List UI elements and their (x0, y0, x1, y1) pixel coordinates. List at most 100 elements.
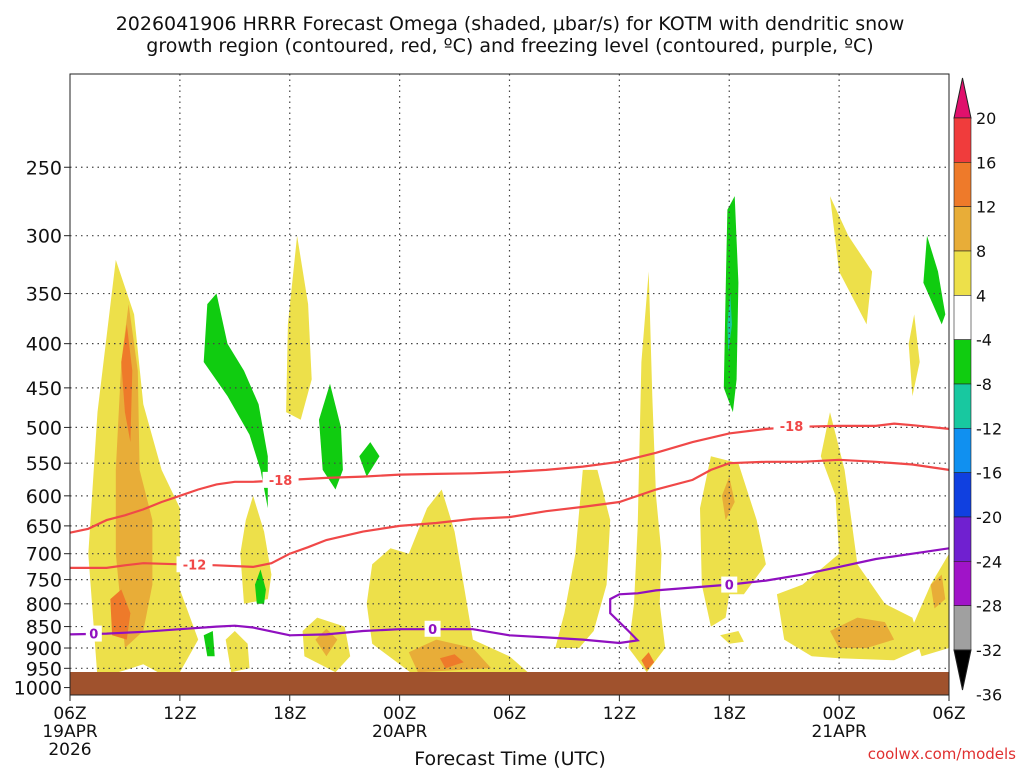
colorbar-label-0: 20 (976, 109, 996, 128)
y-tick-label-850: 850 (26, 617, 62, 639)
colorbar-segment-9 (953, 472, 972, 518)
omega-region-29 (723, 196, 739, 413)
colorbar-label-3: 8 (976, 242, 986, 261)
x-tick-label-0: 06Z (53, 704, 86, 724)
colorbar-label-12: -32 (976, 641, 1002, 660)
plot-area: -18 -18 -12 0 0 0 (69, 73, 950, 696)
contour-label-4: 0 (428, 623, 437, 638)
omega-region-14 (641, 652, 655, 671)
y-tick-label-350: 350 (26, 284, 62, 306)
colorbar-label-11: -28 (976, 597, 1002, 616)
colorbar-segment-3 (953, 206, 972, 252)
contour-label-1: -18 (780, 420, 804, 435)
omega-region-23 (908, 314, 920, 397)
colorbar-segment-5 (953, 295, 972, 340)
colorbar-segment-11 (953, 561, 972, 606)
x-tick-date-0: 19APR (42, 722, 98, 742)
surface-ground (70, 672, 949, 695)
omega-region-26 (255, 569, 266, 604)
colorbar-segment-10 (953, 516, 972, 562)
colorbar-bottom-arrow (953, 649, 972, 691)
omega-region-24 (203, 631, 215, 657)
x-tick-label-8: 06Z (932, 704, 965, 724)
omega-region-30 (727, 293, 732, 353)
contour-label-3: 0 (89, 628, 98, 643)
omega-region-13 (628, 271, 666, 673)
x-tick-label-1: 12Z (163, 704, 196, 724)
colorbar-segment-7 (953, 383, 972, 429)
omega-region-2 (121, 324, 133, 443)
x-tick-label-3: 00Z (383, 704, 416, 724)
omega-region-0 (88, 259, 199, 679)
colorbar-label-7: -12 (976, 419, 1002, 438)
credit-text: coolwx.com/models (868, 745, 1016, 763)
contour-label-bg-3 (85, 625, 102, 642)
omega-region-11 (439, 654, 464, 669)
omega-region-9 (366, 489, 528, 679)
x-tick-label-5: 12Z (603, 704, 636, 724)
contour-label-bg-4 (424, 620, 441, 637)
omega-region-7 (315, 628, 338, 657)
x-tick-date-7: 21APR (811, 722, 867, 742)
x-tick-date-3: 20APR (372, 722, 428, 742)
x-tick-year-0: 2026 (48, 740, 91, 760)
colorbar-segment-8 (953, 428, 972, 473)
y-tick-label-750: 750 (26, 570, 62, 592)
contour-label-2: -12 (183, 558, 207, 573)
omega-region-12 (555, 469, 611, 648)
y-tick-label-600: 600 (26, 486, 62, 508)
colorbar-label-1: 16 (976, 153, 996, 172)
y-tick-label-800: 800 (26, 594, 62, 616)
x-axis-label: Forecast Time (UTC) (414, 748, 605, 768)
colorbar-segment-6 (953, 339, 972, 385)
y-tick-label-450: 450 (26, 378, 62, 400)
y-tick-label-1000: 1000 (14, 678, 62, 700)
colorbar-segment-4 (953, 250, 972, 296)
omega-region-22 (830, 196, 873, 325)
chart-title-line1: 2026041906 HRRR Forecast Omega (shaded, … (116, 13, 905, 35)
omega-region-28 (359, 442, 380, 477)
grid-lines (70, 74, 949, 695)
x-tick-label-6: 18Z (713, 704, 746, 724)
omega-region-19 (830, 617, 895, 648)
omega-region-5 (286, 235, 312, 420)
y-tick-label-700: 700 (26, 544, 62, 566)
y-tick-label-900: 900 (26, 638, 62, 660)
colorbar-label-9: -20 (976, 508, 1002, 527)
omega-region-25 (203, 293, 268, 509)
colorbar-label-6: -8 (976, 375, 992, 394)
colorbar-label-8: -16 (976, 464, 1002, 483)
contour-label-bg-0 (262, 471, 299, 488)
chart-title-line2: growth region (contoured, red, ºC) and f… (146, 35, 873, 57)
colorbar-segment-1 (953, 117, 972, 163)
contour-label-5: 0 (725, 579, 734, 594)
shaded-omega-regions (88, 196, 949, 679)
y-tick-label-400: 400 (26, 334, 62, 356)
omega-region-27 (319, 383, 343, 490)
x-tick-label-4: 06Z (493, 704, 526, 724)
colorbar-top-arrow (953, 77, 972, 119)
contour-lines: -18 -18 -12 0 0 0 (69, 417, 950, 645)
colorbar: 20 16 12 8 4 -4 -8 -12 -16 -20 -24 -28 -32 -36 (953, 77, 1002, 704)
omega-region-8 (225, 631, 250, 673)
contour-0-2 (69, 547, 950, 645)
omega-region-18 (776, 412, 922, 661)
colorbar-label-4: 4 (976, 286, 986, 305)
x-tick-label-7: 00Z (822, 704, 855, 724)
contour-label-bg-2 (176, 556, 213, 573)
colorbar-segment-12 (953, 605, 972, 651)
omega-region-21 (930, 574, 946, 609)
y-axis: 2503003504004505005506006507007508008509… (14, 157, 70, 700)
x-tick-label-2: 18Z (273, 704, 306, 724)
omega-region-15 (700, 456, 766, 627)
omega-region-16 (721, 476, 735, 521)
omega-region-17 (720, 631, 744, 644)
colorbar-label-5: -4 (976, 331, 992, 350)
contour-label-bg-1 (773, 417, 810, 434)
y-tick-label-550: 550 (26, 453, 62, 475)
omega-region-4 (240, 495, 272, 604)
y-tick-label-950: 950 (26, 658, 62, 680)
colorbar-label-13: -36 (976, 685, 1002, 704)
